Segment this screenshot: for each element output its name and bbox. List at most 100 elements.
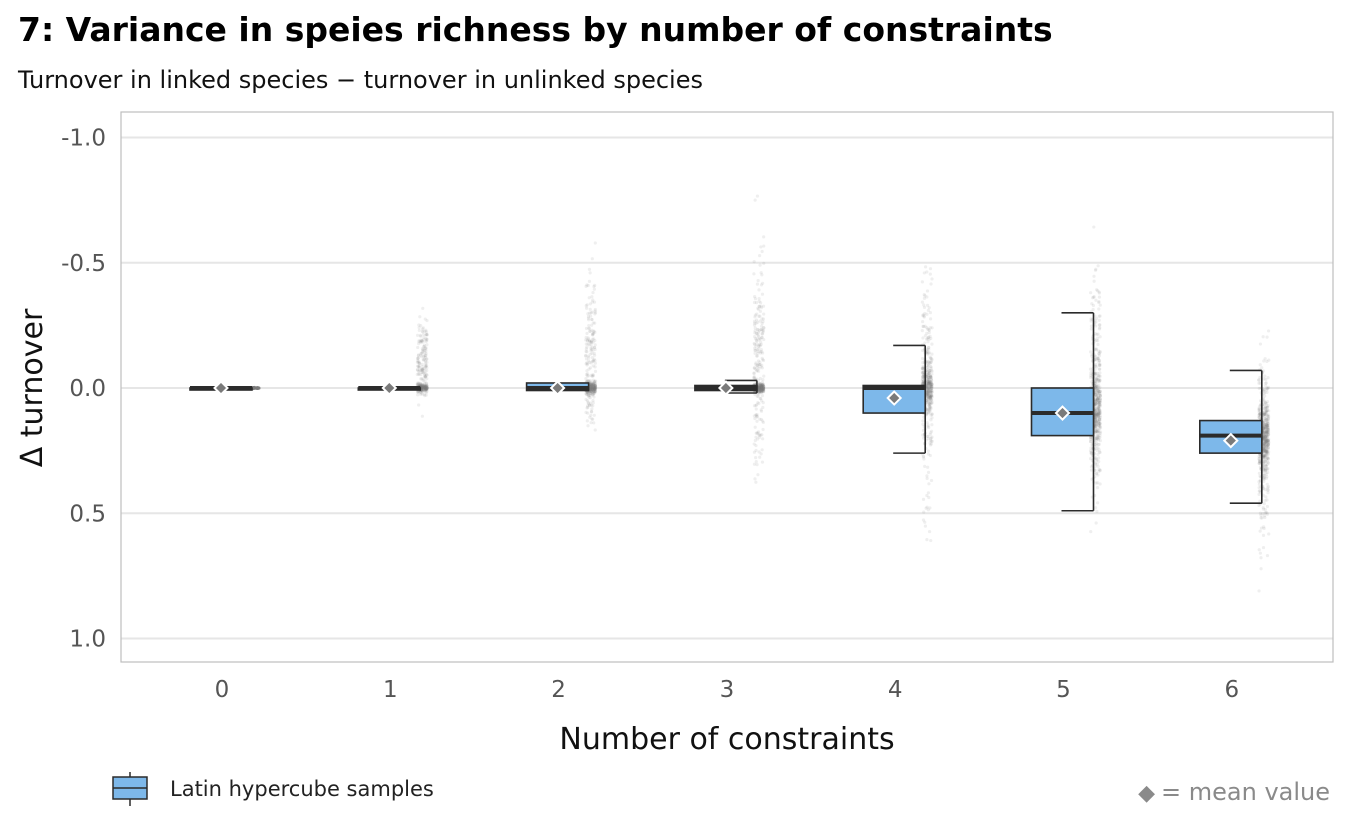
jitter-point [929,336,933,341]
jitter-point [593,385,598,389]
jitter-point [422,354,426,359]
jitter-point [1094,402,1098,406]
jitter-point [761,387,766,391]
jitter-point [589,386,593,390]
jitter-point [591,374,595,378]
jitter-point [755,431,759,435]
jitter-point [753,477,757,481]
jitter-point [925,434,929,438]
jitter-point [757,385,761,390]
jitter-point [925,408,929,412]
jitter-point [423,329,427,333]
jitter-point [1262,436,1266,440]
jitter-point [929,436,933,440]
jitter-point [585,361,589,365]
jitter-point [1261,507,1266,511]
jitter-point [1089,437,1093,441]
jitter-point [1258,511,1263,515]
jitter-point [1266,488,1270,493]
jitter-point [593,389,598,393]
jitter-point [928,383,932,387]
jitter-point [418,333,423,337]
jitter-point [926,346,931,350]
jitter-point [1096,452,1100,457]
jitter-point [1265,498,1269,502]
jitter-point [930,277,934,281]
jitter-point [760,385,764,389]
jitter-point [930,401,934,406]
jitter-point [927,376,931,380]
jitter-point [590,393,594,397]
jitter-point [424,337,428,341]
jitter-point [1262,413,1266,417]
jitter-point [929,375,933,380]
jitter-point [757,390,761,394]
jitter-point [1265,459,1269,463]
jitter-point [926,365,930,369]
jitter-point [1264,449,1268,453]
jitter-point [585,372,590,376]
jitter-point [1263,455,1267,459]
jitter-point [424,333,428,337]
jitter-point [1261,486,1266,490]
jitter-point [1265,430,1270,434]
jitter-point [1097,412,1101,416]
jitter-point [1266,423,1270,427]
jitter-point [593,359,597,363]
jitter-point [424,332,429,336]
jitter-point [591,393,595,397]
jitter-point [1097,411,1101,415]
jitter-point [930,383,934,387]
x-tick-label: 2 [551,677,566,703]
jitter-point [592,387,596,391]
jitter-point [1265,435,1269,439]
jitter-point [419,334,423,338]
jitter-point [752,371,756,375]
jitter-point [1265,390,1269,394]
jitter-point [754,413,758,417]
jitter-point [421,387,425,391]
jitter-point [753,337,758,341]
jitter-point [927,389,931,393]
jitter-point [762,389,766,393]
jitter-point [590,388,594,392]
jitter-point [757,338,761,342]
jitter-point [755,415,760,419]
jitter-point [1095,402,1100,406]
jitter-point [423,386,428,390]
jitter-point [1262,423,1267,427]
jitter-point [589,384,593,388]
jitter-point [759,306,764,310]
jitter-point [1261,437,1266,441]
jitter-point [1264,464,1268,468]
mean-marker-0 [213,380,229,396]
jitter-point [920,381,925,385]
jitter-point [1095,437,1099,441]
jitter-point [1094,506,1098,510]
jitter-point [759,384,763,388]
jitter-point [420,367,424,371]
jitter-point [424,328,428,332]
jitter-point [1097,422,1101,426]
jitter-point [926,411,931,415]
jitter-point [1257,503,1261,507]
jitter-point [927,382,931,386]
jitter-point [756,431,760,435]
jitter-point [930,395,934,399]
x-tick-label: 0 [215,677,230,703]
jitter-point [929,418,933,422]
jitter-point [585,369,589,373]
jitter-point [1095,509,1099,513]
jitter-point [1096,397,1100,401]
jitter-point [1266,376,1270,380]
jitter-point [1097,409,1101,414]
jitter-point [420,383,424,387]
jitter-point [760,321,764,326]
jitter-point [1097,359,1101,363]
jitter-point [1262,460,1266,464]
jitter-point [762,244,766,248]
jitter-point [929,381,933,386]
jitter-point [755,354,759,358]
jitter-point [1090,354,1094,358]
jitter-point [420,370,424,374]
